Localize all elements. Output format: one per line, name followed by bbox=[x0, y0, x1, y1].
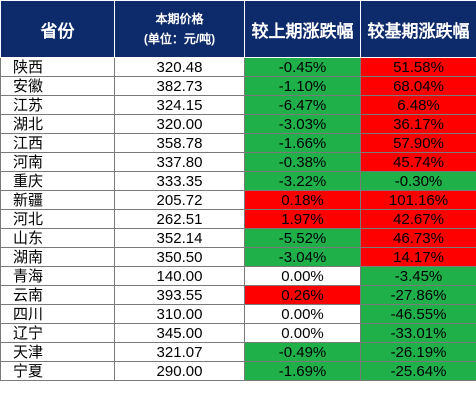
province-cell: 四川 bbox=[0, 304, 115, 324]
header-province: 省份 bbox=[0, 0, 115, 58]
table-row: 江苏 324.15 -6.47% 6.48% bbox=[0, 95, 476, 115]
qoq-cell: -0.38% bbox=[244, 152, 361, 172]
price-cell: 337.80 bbox=[114, 152, 245, 172]
province-cell: 安徽 bbox=[0, 76, 115, 96]
yoy-cell: 45.74% bbox=[360, 152, 476, 172]
province-cell: 云南 bbox=[0, 285, 115, 305]
table-row: 云南 393.55 0.26% -27.86% bbox=[0, 285, 476, 305]
table-row: 江西 358.78 -1.66% 57.90% bbox=[0, 133, 476, 153]
province-cell: 重庆 bbox=[0, 171, 115, 191]
qoq-cell: 0.18% bbox=[244, 190, 361, 210]
qoq-cell: -3.03% bbox=[244, 114, 361, 134]
table-row: 安徽 382.73 -1.10% 68.04% bbox=[0, 76, 476, 96]
province-cell: 山东 bbox=[0, 228, 115, 248]
table-row: 山东 352.14 -5.52% 46.73% bbox=[0, 228, 476, 248]
price-cell: 345.00 bbox=[114, 323, 245, 343]
header-price: 本期价格 (单位：元/吨) bbox=[114, 0, 245, 58]
province-cell: 河北 bbox=[0, 209, 115, 229]
price-change-table: 省份 本期价格 (单位：元/吨) 较上期涨跌幅 较基期涨跌幅 陕西 320.48-… bbox=[0, 0, 476, 381]
price-cell: 262.51 bbox=[114, 209, 245, 229]
price-cell: 205.72 bbox=[114, 190, 245, 210]
header-price-title: 本期价格 bbox=[155, 12, 204, 26]
table-row: 青海 140.00 0.00% -3.45% bbox=[0, 266, 476, 286]
province-cell: 宁夏 bbox=[0, 361, 115, 381]
qoq-cell: -5.52% bbox=[244, 228, 361, 248]
table-row: 重庆 333.35 -3.22% -0.30% bbox=[0, 171, 476, 191]
price-cell: 393.55 bbox=[114, 285, 245, 305]
yoy-cell: -3.45% bbox=[360, 266, 476, 286]
yoy-cell: 101.16% bbox=[360, 190, 476, 210]
yoy-cell: -33.01% bbox=[360, 323, 476, 343]
qoq-cell: -0.49% bbox=[244, 342, 361, 362]
province-cell: 江苏 bbox=[0, 95, 115, 115]
table-row: 湖南 350.50 -3.04% 14.17% bbox=[0, 247, 476, 267]
price-cell: 350.50 bbox=[114, 247, 245, 267]
header-price-unit: (单位：元/吨) bbox=[143, 32, 216, 46]
qoq-cell: 0.26% bbox=[244, 285, 361, 305]
yoy-cell: 6.48% bbox=[360, 95, 476, 115]
table-row: 宁夏 290.00 -1.69% -25.64% bbox=[0, 361, 476, 381]
province-cell: 天津 bbox=[0, 342, 115, 362]
yoy-cell: 57.90% bbox=[360, 133, 476, 153]
qoq-cell: -1.66% bbox=[244, 133, 361, 153]
table-row: 新疆 205.72 0.18% 101.16% bbox=[0, 190, 476, 210]
yoy-cell: -26.19% bbox=[360, 342, 476, 362]
qoq-cell: -6.47% bbox=[244, 95, 361, 115]
qoq-cell: 0.00% bbox=[244, 266, 361, 286]
price-cell: 320.00 bbox=[114, 114, 245, 134]
yoy-cell: -25.64% bbox=[360, 361, 476, 381]
yoy-cell: 42.67% bbox=[360, 209, 476, 229]
province-cell: 辽宁 bbox=[0, 323, 115, 343]
province-cell: 湖南 bbox=[0, 247, 115, 267]
price-cell: 333.35 bbox=[114, 171, 245, 191]
yoy-cell: -27.86% bbox=[360, 285, 476, 305]
header-row: 省份 本期价格 (单位：元/吨) 较上期涨跌幅 较基期涨跌幅 bbox=[0, 0, 476, 58]
qoq-cell: -1.10% bbox=[244, 76, 361, 96]
yoy-cell: 51.58% bbox=[360, 57, 476, 77]
qoq-cell: -3.22% bbox=[244, 171, 361, 191]
province-cell: 青海 bbox=[0, 266, 115, 286]
province-cell: 湖北 bbox=[0, 114, 115, 134]
province-cell: 新疆 bbox=[0, 190, 115, 210]
yoy-cell: 46.73% bbox=[360, 228, 476, 248]
price-cell: 310.00 bbox=[114, 304, 245, 324]
qoq-cell: 0.00% bbox=[244, 323, 361, 343]
qoq-cell: 1.97% bbox=[244, 209, 361, 229]
price-cell: 324.15 bbox=[114, 95, 245, 115]
table-row: 河南 337.80 -0.38% 45.74% bbox=[0, 152, 476, 172]
province-cell: 河南 bbox=[0, 152, 115, 172]
yoy-cell: -46.55% bbox=[360, 304, 476, 324]
province-cell: 陕西 bbox=[0, 57, 115, 77]
price-cell: 321.07 bbox=[114, 342, 245, 362]
province-cell: 江西 bbox=[0, 133, 115, 153]
price-cell: 358.78 bbox=[114, 133, 245, 153]
qoq-cell: -1.69% bbox=[244, 361, 361, 381]
table-row: 河北 262.51 1.97% 42.67% bbox=[0, 209, 476, 229]
header-qoq-change: 较上期涨跌幅 bbox=[244, 0, 361, 58]
qoq-cell: 0.00% bbox=[244, 304, 361, 324]
header-yoy-change: 较基期涨跌幅 bbox=[360, 0, 476, 58]
yoy-cell: 68.04% bbox=[360, 76, 476, 96]
price-cell: 382.73 bbox=[114, 76, 245, 96]
price-cell: 320.48 bbox=[114, 57, 245, 77]
yoy-cell: 36.17% bbox=[360, 114, 476, 134]
yoy-cell: 14.17% bbox=[360, 247, 476, 267]
qoq-cell: -0.45% bbox=[244, 57, 361, 77]
table-header: 省份 本期价格 (单位：元/吨) 较上期涨跌幅 较基期涨跌幅 bbox=[0, 0, 476, 58]
price-cell: 352.14 bbox=[114, 228, 245, 248]
table-row: 辽宁 345.00 0.00% -33.01% bbox=[0, 323, 476, 343]
table-row: 天津 321.07 -0.49% -26.19% bbox=[0, 342, 476, 362]
qoq-cell: -3.04% bbox=[244, 247, 361, 267]
table-row: 陕西 320.48 -0.45% 51.58% bbox=[0, 57, 476, 77]
price-cell: 140.00 bbox=[114, 266, 245, 286]
yoy-cell: -0.30% bbox=[360, 171, 476, 191]
table-row: 湖北 320.00 -3.03% 36.17% bbox=[0, 114, 476, 134]
price-cell: 290.00 bbox=[114, 361, 245, 381]
table-body: 陕西 320.48 -0.45% 51.58% 安徽 382.73 -1.10% 68.04… bbox=[0, 57, 476, 381]
table-row: 四川 310.00 0.00% -46.55% bbox=[0, 304, 476, 324]
